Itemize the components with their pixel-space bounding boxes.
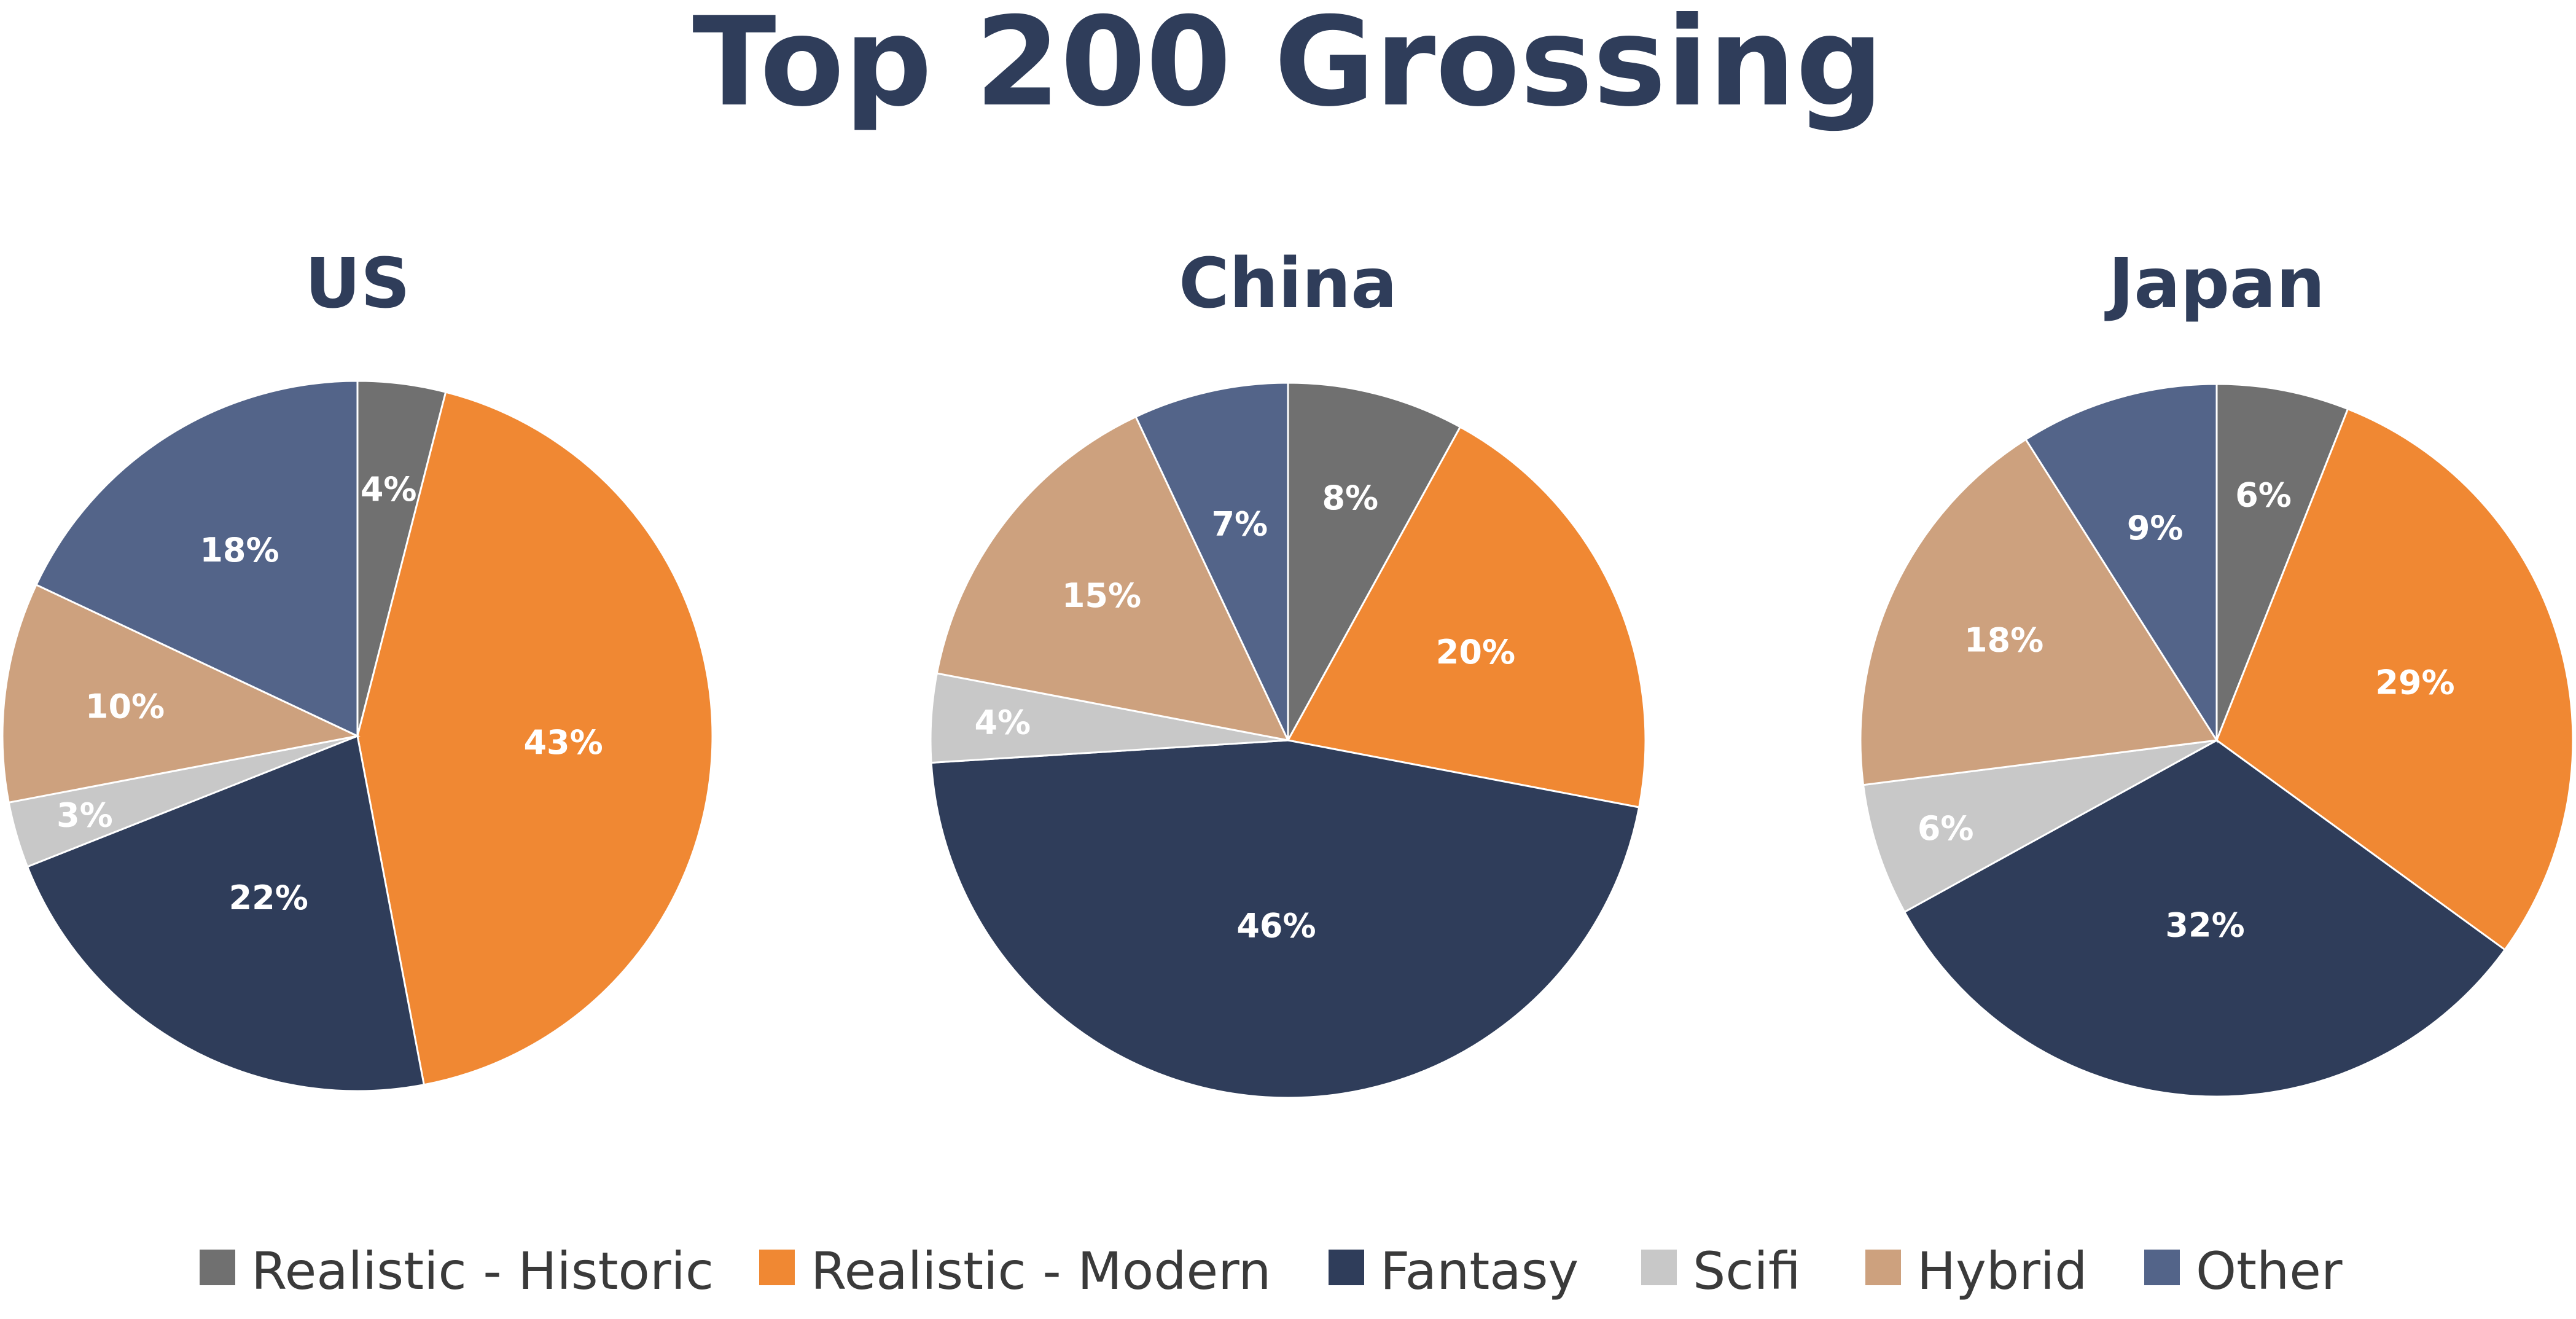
data-label-hybrid: 15% — [1062, 576, 1141, 615]
pie-slice-realistic-modern — [1286, 425, 1647, 808]
pie-chart-china: China 8% 20% 46% 4% 15% 7% — [929, 244, 1647, 1099]
pie-slice-realistic-historic — [1287, 382, 1462, 741]
pie-slice-realistic-modern — [356, 391, 714, 1086]
data-label-realistic-modern: 29% — [2375, 663, 2454, 702]
data-label-other: 9% — [2127, 509, 2184, 547]
legend-label: Fantasy — [1380, 1241, 1579, 1301]
data-label-scifi: 3% — [57, 796, 113, 835]
legend-item-realistic-historic: Realistic - Historic — [200, 1241, 714, 1301]
pie-chart-us: US 4% 43% 22% 3% 10% 18% — [1, 244, 714, 1092]
pie-slice-fantasy — [930, 739, 1641, 1099]
pie-slice-realistic-historic — [2215, 383, 2349, 741]
data-label-realistic-modern: 20% — [1436, 633, 1515, 671]
data-label-fantasy: 22% — [229, 879, 308, 917]
pie-slice-hybrid — [935, 415, 1290, 742]
pie-slice-other — [1134, 382, 1289, 741]
data-label-other: 18% — [200, 531, 279, 569]
data-label-hybrid: 10% — [85, 687, 165, 726]
pie-slice-hybrid — [1859, 438, 2219, 786]
legend-item-hybrid: Hybrid — [1865, 1241, 2087, 1301]
legend-label: Other — [2196, 1241, 2343, 1301]
data-label-hybrid: 18% — [1964, 621, 2043, 660]
data-label-realistic-modern: 43% — [523, 723, 603, 762]
legend-swatch — [2144, 1250, 2180, 1285]
pie-slice-scifi — [1862, 739, 2217, 914]
pie-slice-fantasy — [1903, 739, 2507, 1098]
data-label-fantasy: 46% — [1236, 907, 1316, 945]
pie-slice-other — [35, 380, 359, 738]
data-label-other: 7% — [1211, 504, 1268, 543]
pie-slice-hybrid — [1, 583, 361, 804]
legend: Realistic - Historic Realistic - Modern Fa… — [200, 1241, 2343, 1301]
legend-item-fantasy: Fantasy — [1329, 1241, 1579, 1301]
legend-swatch — [200, 1250, 235, 1285]
data-label-fantasy: 32% — [2165, 906, 2244, 945]
legend-item-realistic-modern: Realistic - Modern — [759, 1241, 1271, 1301]
legend-label: Realistic - Modern — [811, 1241, 1271, 1301]
pie-title-japan: Japan — [2104, 244, 2325, 324]
pie-charts: US 4% 43% 22% 3% 10% 18% China 8% 20% 46% 4% 15% 7% Ja… — [1, 244, 2574, 1099]
pie-title-us: US — [305, 244, 410, 324]
data-label-realistic-historic: 4% — [361, 470, 417, 509]
pie-title-china: China — [1179, 244, 1397, 324]
legend-label: Realistic - Historic — [251, 1241, 714, 1301]
legend-swatch — [1641, 1250, 1677, 1285]
legend-swatch — [1329, 1250, 1364, 1285]
legend-label: Scifi — [1693, 1241, 1801, 1301]
legend-swatch — [759, 1250, 795, 1285]
data-label-realistic-historic: 6% — [2235, 476, 2292, 515]
legend-swatch — [1865, 1250, 1901, 1285]
legend-label: Hybrid — [1917, 1241, 2087, 1301]
data-label-realistic-historic: 8% — [1322, 479, 1378, 517]
pie-chart-japan: Japan 6% 29% 32% 6% 18% 9% — [1859, 244, 2574, 1098]
pie-slice-realistic-modern — [2215, 407, 2574, 952]
data-label-scifi: 6% — [1918, 809, 1974, 848]
pie-slice-fantasy — [26, 734, 426, 1092]
data-label-scifi: 4% — [974, 703, 1031, 742]
pie-slice-other — [2024, 383, 2218, 744]
chart-main-title: Top 200 Grossing — [692, 0, 1884, 134]
legend-item-other: Other — [2144, 1241, 2343, 1301]
legend-item-scifi: Scifi — [1641, 1241, 1801, 1301]
